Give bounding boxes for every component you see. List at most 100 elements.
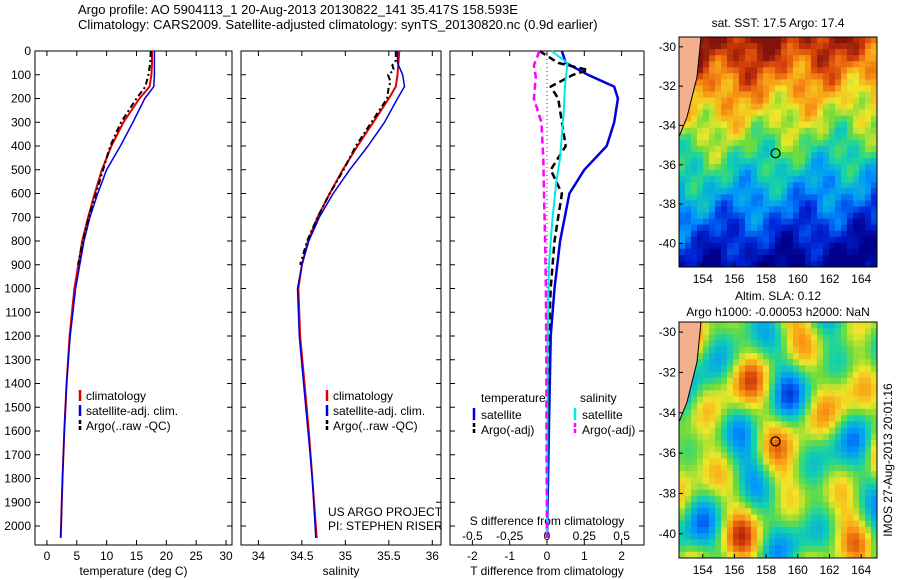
sla-map-cell	[751, 402, 758, 410]
sst-map-cell	[811, 188, 818, 195]
sla-map-cell	[757, 384, 764, 391]
sst-map-cell	[853, 194, 860, 202]
sst-map-cell	[703, 121, 710, 129]
sst-map-cell	[841, 139, 848, 147]
sst-map-cell	[787, 115, 794, 123]
sla-map-cell	[733, 477, 740, 485]
sst-map-cell	[721, 37, 728, 44]
sst-map-cell	[733, 164, 740, 171]
sst-map-cell	[859, 242, 866, 250]
sst-map-cell	[799, 121, 806, 129]
sst-map-cell	[739, 97, 746, 105]
sla-map-argo-marker	[770, 436, 781, 447]
sst-map-cell	[847, 242, 854, 250]
sla-map-subtitle: Argo h1000: -0.00053 h2000: NaN	[686, 305, 869, 319]
sst-map-cell	[769, 176, 776, 183]
sla-map-cell	[817, 433, 824, 441]
sla-map-cell	[769, 415, 776, 422]
sla-map-cell	[835, 340, 842, 348]
sst-map-cell	[823, 152, 830, 159]
sla-map-cell	[865, 377, 872, 385]
sla-map-cell	[787, 346, 794, 354]
sst-map-cell	[685, 206, 692, 214]
sst-map-cell	[835, 212, 842, 220]
sst-map-cell	[709, 152, 716, 159]
sst-map-cell	[703, 139, 710, 147]
sst-map-cell	[847, 248, 854, 256]
sla-map-cell	[841, 322, 848, 329]
sst-map-cell	[865, 182, 872, 189]
sst-map-cell	[799, 158, 806, 165]
sst-map-cell	[721, 121, 728, 129]
sla-map-cell	[823, 415, 830, 422]
sst-map-cell	[697, 188, 704, 195]
sla-map-cell	[691, 502, 698, 509]
sst-map-cell	[781, 133, 788, 141]
sla-map-cell	[739, 346, 746, 354]
sst-map-cell	[781, 188, 788, 195]
sst-map-cell	[859, 67, 866, 74]
sst-map-cell	[757, 158, 764, 165]
sla-map-cell	[835, 427, 842, 435]
sst-map-cell	[871, 260, 877, 267]
sst-map-cell	[763, 194, 770, 202]
sst-map-cell	[691, 194, 698, 202]
sla-map-cell	[763, 433, 770, 441]
sst-map-cell	[829, 115, 836, 123]
sla-map-cell	[829, 322, 836, 329]
sst-map-cell	[727, 79, 734, 87]
sla-map-cell	[823, 446, 830, 453]
sst-map-cell	[805, 248, 812, 256]
sla-map-cell	[781, 408, 788, 416]
sla-map-cell	[739, 458, 746, 466]
sst-map-cell	[871, 176, 877, 183]
sst-map-cell	[847, 49, 854, 56]
sla-map-cell	[853, 551, 860, 558]
sla-map-cell	[799, 365, 806, 373]
pi-label: PI: STEPHEN RISER	[328, 519, 443, 533]
sst-map-cell	[805, 61, 812, 68]
sst-map-cell	[871, 200, 877, 208]
sst-map-cell	[769, 230, 776, 238]
sla-map-cell	[817, 502, 824, 509]
sla-map-cell	[781, 384, 788, 391]
sst-map-cell	[715, 170, 722, 177]
sst-map-cell	[709, 43, 716, 50]
sla-map-cell	[871, 533, 877, 540]
temp-xtick-label: 5	[73, 549, 80, 563]
sal-xlabel: salinity	[323, 564, 360, 578]
sst-map-cell	[793, 115, 800, 123]
sst-map-cell	[733, 200, 740, 208]
sla-map-cell	[703, 508, 710, 516]
sla-map-cell	[751, 359, 758, 367]
sla-map-cell	[787, 359, 794, 367]
sla-map-xtick-label: 164	[851, 563, 871, 577]
sla-map-cell	[841, 452, 848, 460]
sla-map-cell	[787, 551, 794, 558]
sla-map-cell	[733, 377, 740, 385]
sla-map-cell	[733, 483, 740, 491]
sst-map-cell	[727, 67, 734, 74]
sla-map-cell	[841, 440, 848, 447]
sla-map-cell	[847, 365, 854, 373]
sla-map-cell	[697, 520, 704, 528]
sla-map-cell	[763, 346, 770, 354]
sla-map-cell	[781, 489, 788, 497]
sla-map-cell	[847, 458, 854, 466]
sst-map-cell	[853, 43, 860, 50]
sst-map-cell	[745, 200, 752, 208]
sla-map-cell	[799, 471, 806, 478]
sst-map-cell	[835, 254, 842, 262]
sst-map-cell	[679, 164, 686, 171]
sla-map-cell	[751, 452, 758, 460]
sla-map-cell	[787, 353, 794, 360]
sla-map-cell	[781, 539, 788, 547]
sla-map-cell	[859, 440, 866, 447]
sst-map-cell	[823, 170, 830, 177]
sla-map-cell	[745, 446, 752, 453]
sst-map-cell	[829, 85, 836, 93]
sst-map-cell	[817, 236, 824, 244]
sla-map-cell	[691, 514, 698, 522]
sst-map-cell	[805, 103, 812, 111]
sst-map-cell	[811, 97, 818, 105]
